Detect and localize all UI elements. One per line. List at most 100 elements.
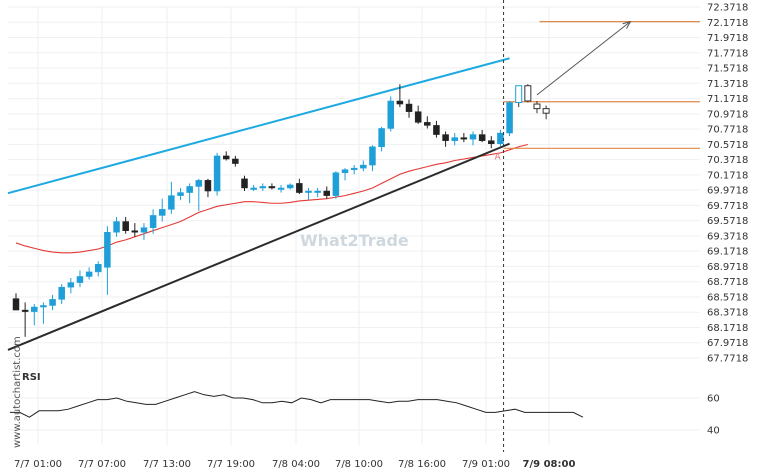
axis-layer: 72.3718 72.1718 71.9718 71.7718 71.5718 71.37…	[14, 0, 748, 470]
candle-body	[76, 276, 84, 283]
y-tick-label: 68.1718	[707, 323, 748, 334]
candle-body	[414, 111, 422, 123]
y-tick-label: 69.1718	[707, 247, 748, 258]
candle-body	[232, 158, 239, 164]
y-tick-label: 69.7718	[707, 201, 748, 212]
candle-body	[296, 183, 303, 193]
candle-body	[40, 305, 47, 308]
candle-body	[314, 190, 321, 193]
candle-body	[104, 231, 111, 268]
candle-body	[478, 134, 486, 141]
candle-body	[488, 140, 495, 144]
candle-body	[85, 271, 93, 277]
projection-arrow-head	[622, 20, 632, 29]
x-tick-label: 7/9 08:00	[523, 459, 576, 470]
lower-trendline	[7, 142, 510, 351]
candle-body	[122, 221, 129, 231]
y-tick-label: 67.7718	[707, 354, 748, 365]
candle-body	[323, 190, 331, 196]
watermark-text: What2Trade	[300, 231, 409, 250]
y-tick-label: 70.5718	[707, 140, 748, 151]
candle-body	[213, 155, 221, 192]
candle-body	[442, 134, 449, 141]
candle-body	[497, 132, 504, 144]
x-tick-label: 7/7 07:00	[78, 459, 126, 470]
y-tick-label: 68.3718	[707, 308, 748, 319]
candle-body	[350, 167, 358, 170]
candle-body	[177, 192, 184, 196]
rsi-tick-label: 60	[707, 394, 720, 405]
candle-body	[533, 103, 541, 110]
candle-body	[186, 186, 193, 193]
moving-average-line	[15, 143, 528, 254]
candle-body	[424, 122, 431, 126]
candle-body	[378, 128, 385, 148]
y-tick-label: 71.1718	[707, 94, 748, 105]
candle-body	[222, 155, 230, 160]
candle-body	[195, 180, 203, 187]
candle-body	[31, 306, 38, 312]
x-tick-label: 7/8 04:00	[272, 459, 320, 470]
y-tick-label: 69.3718	[707, 231, 748, 242]
y-tick-label: 70.9718	[707, 109, 748, 120]
y-tick-label: 70.1718	[707, 170, 748, 181]
projection-arrow	[536, 21, 631, 96]
trendline-layer	[7, 57, 510, 351]
moving-average-layer	[15, 143, 528, 254]
watermark-layer: What2Trade www.autochartist.com	[12, 231, 409, 448]
candle-body	[277, 187, 285, 190]
candle-body	[451, 137, 458, 141]
candle-body	[95, 264, 102, 273]
candle-body	[58, 286, 65, 300]
y-tick-label: 72.3718	[707, 3, 748, 14]
y-tick-label: 70.7718	[707, 125, 748, 136]
candle-body	[305, 190, 312, 193]
y-tick-label: 71.9718	[707, 33, 748, 44]
candle-body	[396, 100, 404, 105]
y-tick-label: 68.5718	[707, 292, 748, 303]
y-tick-label: 68.9718	[707, 262, 748, 273]
pattern-marker: A	[495, 152, 502, 162]
y-tick-label: 68.7718	[707, 277, 748, 288]
candle-body	[469, 134, 477, 140]
candle-body	[268, 186, 276, 189]
rsi-tick-label: 40	[707, 426, 720, 437]
side-watermark: www.autochartist.com	[12, 336, 23, 448]
candle-body	[250, 187, 257, 190]
candle-body	[506, 102, 513, 134]
candle-body	[49, 299, 56, 306]
candle-body	[332, 172, 340, 196]
level-lines-layer: A	[495, 20, 700, 162]
x-tick-label: 7/7 19:00	[207, 459, 255, 470]
y-tick-label: 69.5718	[707, 216, 748, 227]
y-tick-label: 70.3718	[707, 155, 748, 166]
candle-body	[113, 221, 120, 233]
candles-layer	[12, 84, 550, 337]
grid-lines	[8, 6, 700, 445]
x-tick-label: 7/9 01:00	[462, 459, 510, 470]
x-tick-label: 7/7 01:00	[14, 459, 62, 470]
y-tick-label: 72.1718	[707, 18, 748, 29]
candle-body	[149, 215, 157, 228]
candle-body	[241, 178, 248, 189]
y-tick-label: 71.3718	[707, 79, 748, 90]
x-tick-label: 7/8 16:00	[398, 459, 446, 470]
rsi-line	[10, 391, 584, 418]
candle-body	[286, 184, 294, 189]
candle-body	[405, 103, 413, 112]
candle-body	[341, 169, 349, 173]
candle-body	[369, 146, 376, 166]
candle-body	[204, 180, 212, 192]
candle-body	[67, 282, 75, 288]
candle-body	[524, 85, 532, 102]
candle-body	[387, 100, 394, 129]
candle-body	[542, 108, 550, 114]
upper-trendline	[7, 57, 510, 195]
candle-body	[140, 227, 148, 233]
x-tick-label: 7/8 10:00	[335, 459, 383, 470]
candle-body	[259, 186, 267, 189]
rsi-layer	[10, 391, 584, 418]
candle-body	[168, 195, 175, 210]
candle-body	[21, 309, 29, 312]
